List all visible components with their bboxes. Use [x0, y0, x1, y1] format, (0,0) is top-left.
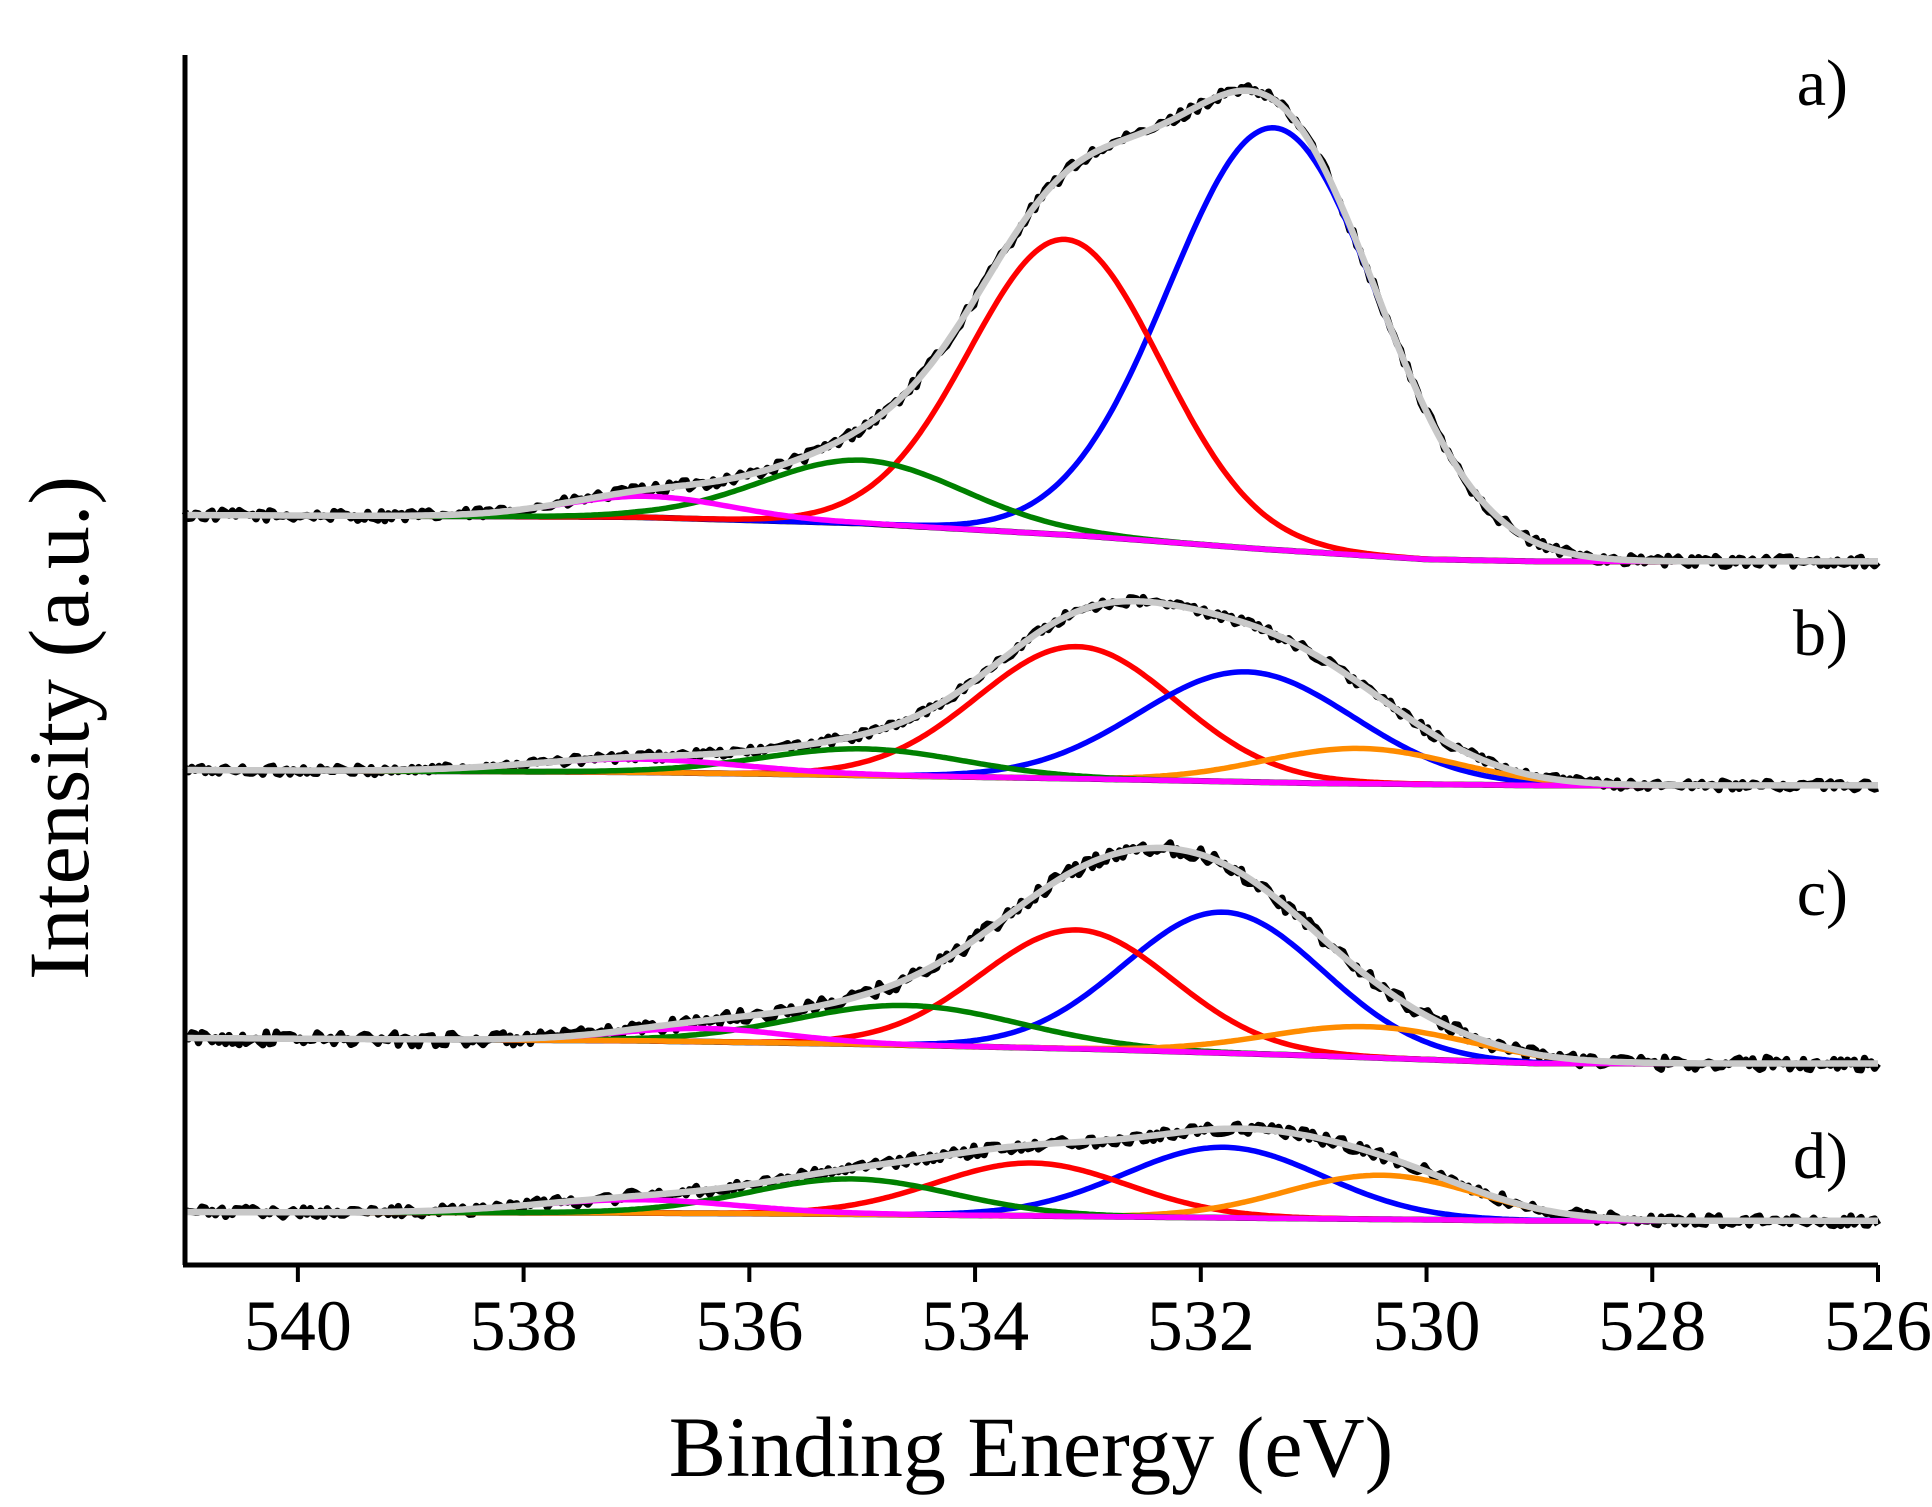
panel-d: d): [184, 1120, 1882, 1230]
x-tick-marks: [295, 1265, 1880, 1282]
y-axis-title: Intensity (a.u.): [11, 476, 107, 980]
panel-label: b): [1793, 597, 1848, 670]
panel-label: c): [1797, 857, 1848, 930]
panel-b: b): [182, 593, 1879, 794]
panel-c: c): [182, 839, 1881, 1074]
panel-label: d): [1793, 1120, 1848, 1193]
component-comp3-line: [185, 457, 1878, 565]
envelope-fit-line: [185, 87, 1878, 565]
background-line: [185, 512, 1878, 565]
panel-a: a): [181, 47, 1881, 570]
x-tick-label: 530: [1373, 1286, 1481, 1366]
envelope-fit-line: [185, 844, 1878, 1067]
axes: [182, 55, 1878, 1268]
envelope-fit-line: [185, 1125, 1878, 1225]
x-tick-label: 540: [244, 1286, 352, 1366]
spectra-panels: a) b) c) d): [181, 47, 1882, 1230]
x-tick-labels: 540 538 536 534 532 530 528 526: [244, 1286, 1932, 1366]
raw-data-line: [182, 839, 1881, 1074]
x-tick-label: 526: [1824, 1286, 1932, 1366]
x-tick-label: 538: [470, 1286, 578, 1366]
component-comp1-line: [185, 125, 1878, 565]
panel-label: a): [1797, 47, 1848, 120]
envelope-fit-line: [185, 597, 1878, 789]
x-tick-label: 528: [1598, 1286, 1706, 1366]
x-axis-title: Binding Energy (eV): [669, 1399, 1394, 1495]
x-tick-label: 534: [921, 1286, 1029, 1366]
raw-data-line: [181, 82, 1881, 570]
x-tick-label: 532: [1147, 1286, 1255, 1366]
x-tick-label: 536: [695, 1286, 803, 1366]
